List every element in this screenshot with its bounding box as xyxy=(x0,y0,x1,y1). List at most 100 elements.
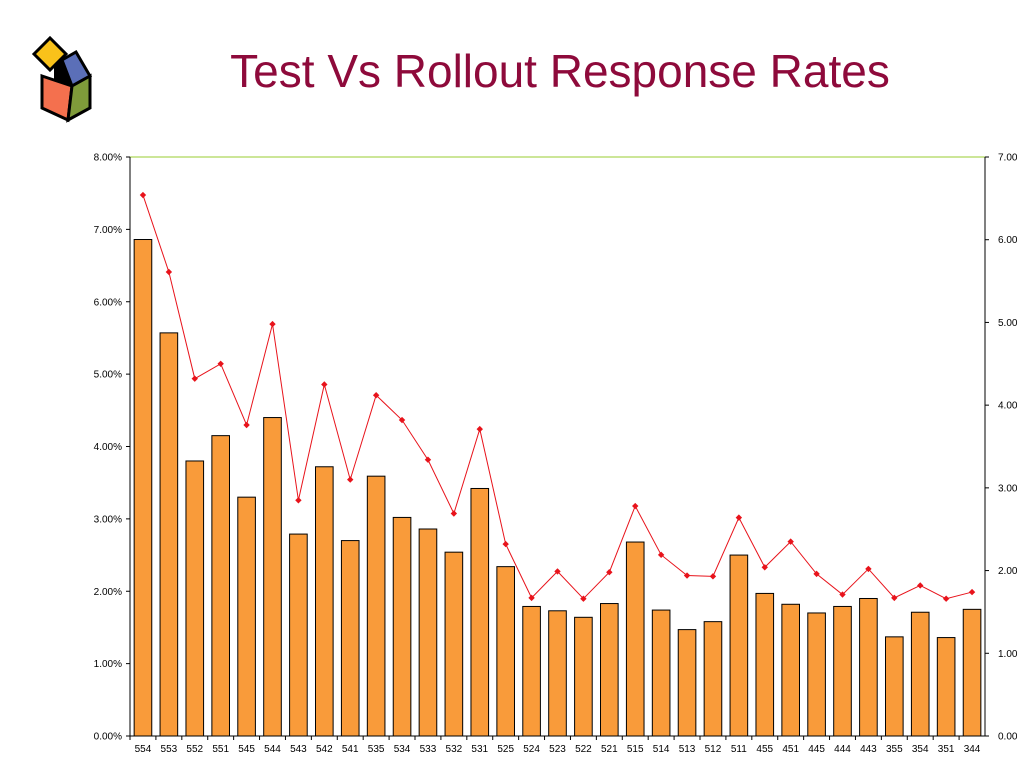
bar-525 xyxy=(496,566,515,737)
left-tick-label: 8.00% xyxy=(94,153,122,164)
x-tick-label: 533 xyxy=(420,744,437,755)
x-tick-label: 551 xyxy=(212,744,229,755)
left-tick-label: 1.00% xyxy=(94,659,122,670)
x-tick-label: 524 xyxy=(523,744,540,755)
left-tick-label: 5.00% xyxy=(94,370,122,381)
line-point-551 xyxy=(217,360,224,367)
bar-544 xyxy=(263,417,282,737)
line-point-554 xyxy=(139,191,147,199)
bar-515 xyxy=(625,541,645,737)
line-point-542 xyxy=(321,381,328,388)
x-tick-label: 344 xyxy=(964,744,981,755)
right-tick-label: 4.00 xyxy=(998,401,1018,412)
bar-523 xyxy=(548,610,567,737)
line-point-534 xyxy=(398,416,406,424)
x-tick-label: 515 xyxy=(627,744,644,755)
bar-551 xyxy=(211,435,230,737)
bar-552 xyxy=(185,460,205,737)
line-point-513 xyxy=(683,572,691,579)
bar-351 xyxy=(936,637,956,737)
x-tick-label: 523 xyxy=(549,744,566,755)
bar-344 xyxy=(962,608,982,737)
bar-545 xyxy=(237,496,256,737)
x-tick-label: 514 xyxy=(653,744,670,755)
bar-554 xyxy=(133,239,153,737)
x-tick-label: 552 xyxy=(186,744,203,755)
x-tick-label: 532 xyxy=(446,744,463,755)
left-tick-label: 2.00% xyxy=(94,587,122,598)
line-point-535 xyxy=(372,392,380,399)
bar-533 xyxy=(418,528,438,737)
x-tick-label: 511 xyxy=(731,744,747,755)
line-point-351 xyxy=(942,595,950,602)
line-point-512 xyxy=(709,573,717,580)
x-tick-label: 513 xyxy=(679,744,696,755)
x-axis-ticks: 554 553 552 551 545 544 543 542 541 535 534 533 532 5… xyxy=(129,736,981,755)
bar-535 xyxy=(366,475,386,737)
bar-512 xyxy=(703,621,723,737)
right-tick-label: 2.00 xyxy=(998,566,1018,577)
x-tick-label: 351 xyxy=(938,744,955,755)
line-point-544 xyxy=(269,320,276,328)
left-axis-ticks: 0.00% 1.00% 2.00% 3.00% 4.00% 5.00% 6.00% 7.00%… xyxy=(94,153,130,743)
right-tick-label: 3.00 xyxy=(998,483,1018,494)
line-point-532 xyxy=(450,510,458,517)
bar-534 xyxy=(392,516,412,737)
bar-532 xyxy=(444,551,464,737)
bar-445 xyxy=(807,612,826,737)
bar-series xyxy=(133,239,982,737)
right-tick-label: 7.00 xyxy=(998,153,1018,164)
line-point-553 xyxy=(165,268,173,276)
x-tick-label: 542 xyxy=(316,744,333,755)
response-rate-chart: 0.00% 1.00% 2.00% 3.00% 4.00% 5.00% 6.00% 7.00%… xyxy=(94,153,1018,756)
bar-524 xyxy=(522,605,541,737)
x-tick-label: 355 xyxy=(886,744,903,755)
cube-logo-icon xyxy=(31,36,93,123)
bar-542 xyxy=(315,466,334,737)
line-point-514 xyxy=(657,551,665,559)
line-point-525 xyxy=(502,540,509,548)
line-point-545 xyxy=(243,421,250,429)
right-tick-label: 6.00 xyxy=(998,235,1018,246)
right-tick-label: 0.00 xyxy=(998,732,1018,743)
line-point-344 xyxy=(968,588,976,596)
x-tick-label: 445 xyxy=(808,744,825,755)
line-point-444 xyxy=(839,591,846,598)
x-tick-label: 544 xyxy=(264,744,281,755)
bar-444 xyxy=(833,605,852,737)
left-tick-label: 0.00% xyxy=(94,732,122,743)
bar-543 xyxy=(289,533,308,737)
line-point-511 xyxy=(735,514,743,521)
bar-513 xyxy=(677,629,697,737)
logo-right-face xyxy=(66,73,92,123)
line-point-445 xyxy=(813,570,820,578)
x-tick-label: 553 xyxy=(161,744,178,755)
bar-455 xyxy=(755,592,775,737)
line-point-523 xyxy=(554,568,561,575)
bar-451 xyxy=(781,603,800,737)
x-tick-label: 543 xyxy=(290,744,307,755)
line-point-543 xyxy=(295,497,302,504)
bar-511 xyxy=(729,554,749,737)
x-tick-label: 354 xyxy=(912,744,929,755)
page-title: Test Vs Rollout Response Rates xyxy=(230,45,890,97)
x-tick-label: 531 xyxy=(471,744,488,755)
bar-531 xyxy=(470,487,490,737)
x-tick-label: 545 xyxy=(238,744,255,755)
bar-541 xyxy=(340,540,360,737)
x-tick-label: 451 xyxy=(782,744,799,755)
left-tick-label: 4.00% xyxy=(94,442,122,453)
left-tick-label: 6.00% xyxy=(94,297,122,308)
line-point-541 xyxy=(347,476,354,483)
line-point-354 xyxy=(917,582,924,589)
x-tick-label: 541 xyxy=(342,744,359,755)
bar-514 xyxy=(651,609,671,737)
x-tick-label: 534 xyxy=(394,744,411,755)
line-point-552 xyxy=(191,375,198,382)
line-point-515 xyxy=(632,502,639,510)
right-tick-label: 1.00 xyxy=(998,649,1018,660)
line-point-533 xyxy=(424,456,432,463)
bar-521 xyxy=(600,603,619,737)
left-tick-label: 7.00% xyxy=(94,225,122,236)
line-point-355 xyxy=(891,594,898,602)
